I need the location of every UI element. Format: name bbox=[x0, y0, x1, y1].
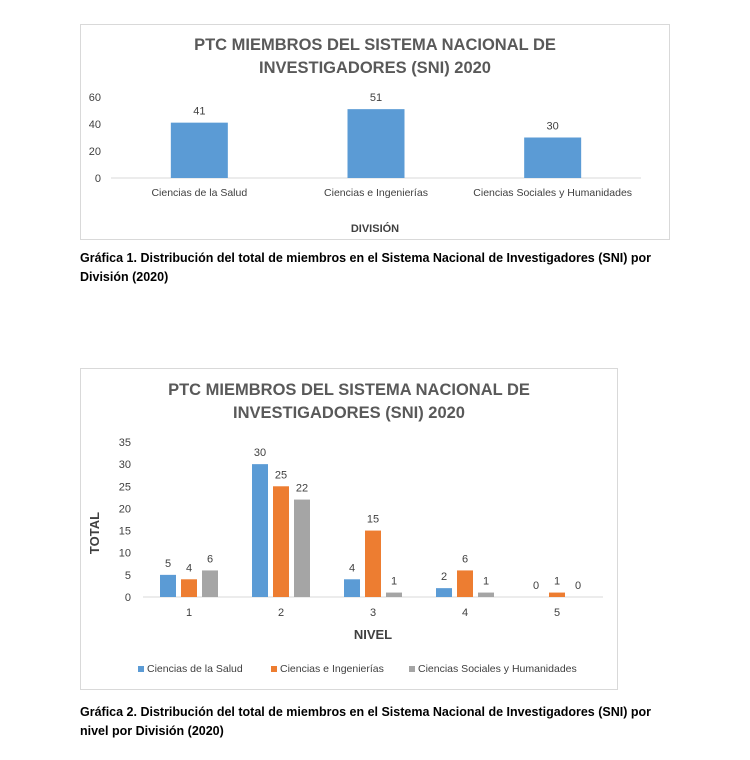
data-label: 51 bbox=[370, 92, 382, 104]
x-tick-label: 5 bbox=[554, 607, 560, 619]
bar bbox=[344, 579, 360, 597]
x-tick-label: 3 bbox=[370, 607, 376, 619]
y-tick-label: 35 bbox=[119, 437, 131, 449]
data-label: 30 bbox=[547, 121, 559, 133]
y-tick-label: 20 bbox=[89, 146, 101, 158]
bar bbox=[347, 109, 405, 178]
y-tick-label: 60 bbox=[89, 92, 101, 104]
data-label: 5 bbox=[165, 558, 171, 570]
data-label: 0 bbox=[575, 580, 581, 592]
data-label: 1 bbox=[554, 576, 560, 588]
data-label: 4 bbox=[186, 562, 192, 574]
y-tick-label: 30 bbox=[119, 459, 131, 471]
bar bbox=[181, 579, 197, 597]
y-axis-title: TOTAL bbox=[87, 512, 102, 554]
x-tick-label: 1 bbox=[186, 607, 192, 619]
data-label: 4 bbox=[349, 562, 355, 574]
y-tick-label: 40 bbox=[89, 119, 101, 131]
x-tick-label: Ciencias de la Salud bbox=[151, 187, 247, 199]
chart-nivel: PTC MIEMBROS DEL SISTEMA NACIONAL DE INVE… bbox=[80, 368, 618, 690]
data-label: 2 bbox=[441, 571, 447, 583]
bar bbox=[549, 592, 565, 597]
x-tick-label: 2 bbox=[278, 607, 284, 619]
chart-division: PTC MIEMBROS DEL SISTEMA NACIONAL DE INVE… bbox=[80, 24, 670, 240]
x-tick-label: 4 bbox=[462, 607, 468, 619]
caption-grafica-2: Gráfica 2. Distribución del total de mie… bbox=[80, 705, 651, 738]
bar bbox=[457, 570, 473, 597]
data-label: 22 bbox=[296, 483, 308, 495]
bar bbox=[436, 588, 452, 597]
legend-swatch bbox=[409, 666, 415, 672]
chart-title-line: PTC MIEMBROS DEL SISTEMA NACIONAL DE bbox=[168, 381, 530, 399]
y-tick-label: 15 bbox=[119, 526, 131, 538]
bar bbox=[365, 530, 381, 597]
bar bbox=[170, 122, 228, 178]
y-tick-label: 10 bbox=[119, 548, 131, 560]
data-label: 1 bbox=[483, 576, 489, 588]
caption-grafica-1: Gráfica 1. Distribución del total de mie… bbox=[80, 251, 651, 284]
data-label: 6 bbox=[207, 553, 213, 565]
legend-swatch bbox=[138, 666, 144, 672]
data-label: 0 bbox=[533, 580, 539, 592]
chart-nivel-svg: PTC MIEMBROS DEL SISTEMA NACIONAL DE INVE… bbox=[87, 381, 603, 675]
bar bbox=[202, 570, 218, 597]
bar bbox=[252, 464, 268, 597]
y-tick-label: 0 bbox=[125, 592, 131, 604]
data-label: 30 bbox=[254, 447, 266, 459]
data-label: 25 bbox=[275, 469, 287, 481]
chart-title-line: INVESTIGADORES (SNI) 2020 bbox=[259, 59, 491, 77]
chart-title-line: INVESTIGADORES (SNI) 2020 bbox=[233, 404, 465, 422]
bar bbox=[294, 499, 310, 597]
legend-label: Ciencias e Ingenierías bbox=[280, 663, 384, 675]
x-tick-label: Ciencias e Ingenierías bbox=[324, 187, 428, 199]
bar bbox=[524, 137, 582, 178]
legend-label: Ciencias de la Salud bbox=[147, 663, 243, 675]
data-label: 6 bbox=[462, 553, 468, 565]
bar bbox=[160, 574, 176, 597]
chart-title-line: PTC MIEMBROS DEL SISTEMA NACIONAL DE bbox=[194, 36, 556, 54]
x-tick-label: Ciencias Sociales y Humanidades bbox=[473, 187, 632, 199]
data-label: 1 bbox=[391, 576, 397, 588]
legend-label: Ciencias Sociales y Humanidades bbox=[418, 663, 577, 675]
y-tick-label: 25 bbox=[119, 481, 131, 493]
chart-division-svg: PTC MIEMBROS DEL SISTEMA NACIONAL DE INVE… bbox=[89, 36, 641, 235]
y-tick-label: 20 bbox=[119, 503, 131, 515]
y-tick-label: 0 bbox=[95, 173, 101, 185]
x-axis-title: DIVISIÓN bbox=[351, 222, 399, 235]
bar bbox=[386, 592, 402, 597]
y-tick-label: 5 bbox=[125, 570, 131, 582]
data-label: 15 bbox=[367, 514, 379, 526]
x-axis-title: NIVEL bbox=[354, 627, 392, 642]
data-label: 41 bbox=[193, 106, 205, 118]
legend-swatch bbox=[271, 666, 277, 672]
bar bbox=[478, 592, 494, 597]
bar bbox=[273, 486, 289, 597]
